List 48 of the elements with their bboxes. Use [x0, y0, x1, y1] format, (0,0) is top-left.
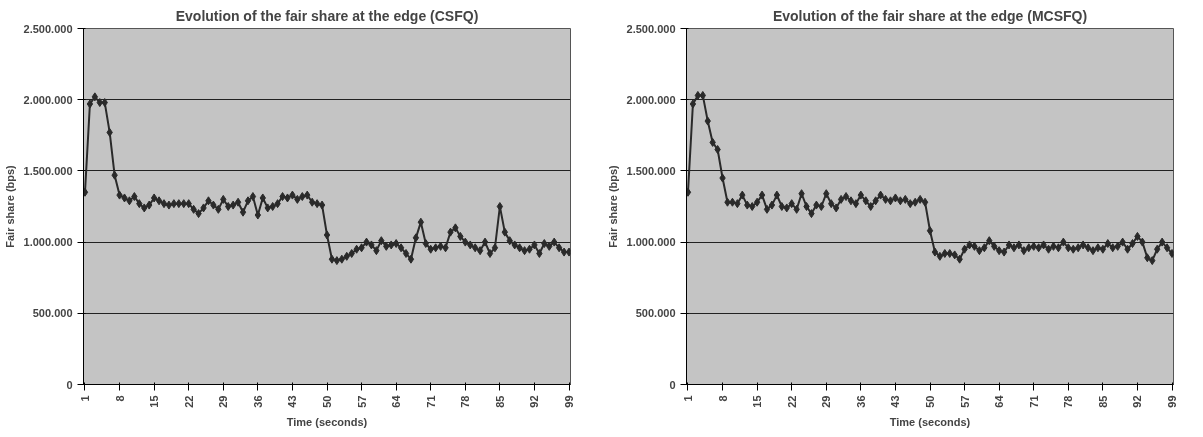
- y-tick-label: 500.000: [32, 307, 73, 320]
- x-tick-label: 64: [993, 394, 1006, 408]
- x-tick-label: 50: [321, 395, 333, 408]
- y-axis-title: Fair share (bps): [606, 164, 619, 248]
- x-tick-label: 92: [528, 395, 541, 408]
- x-tick-label: 43: [889, 395, 902, 408]
- y-axis-title: Fair share (bps): [3, 164, 16, 248]
- x-tick-label: 57: [355, 395, 368, 408]
- x-tick-label: 71: [1027, 395, 1040, 408]
- y-tick-label: 1.500.000: [23, 164, 73, 177]
- y-tick-label: 1.000.000: [626, 236, 676, 249]
- y-tick-label: 0: [669, 378, 676, 391]
- x-tick-label: 29: [217, 395, 230, 408]
- y-tick-label: 1.500.000: [626, 164, 676, 177]
- x-tick-label: 71: [424, 395, 437, 408]
- x-tick-label: 99: [1166, 395, 1179, 408]
- x-tick-label: 8: [113, 395, 126, 402]
- x-tick-label: 99: [563, 395, 576, 408]
- x-tick-label: 1: [78, 395, 91, 402]
- x-tick-label: 36: [854, 395, 867, 408]
- x-tick-label: 29: [820, 395, 833, 408]
- x-axis-title: Time (seconds): [889, 415, 971, 428]
- x-tick-label: 78: [1062, 395, 1075, 408]
- x-tick-label: 78: [459, 395, 472, 408]
- x-tick-label: 57: [958, 395, 971, 408]
- x-tick-label: 64: [390, 394, 403, 408]
- y-tick-label: 500.000: [635, 307, 676, 320]
- x-tick-label: 1: [681, 395, 694, 402]
- y-tick-label: 0: [66, 378, 73, 391]
- x-tick-label: 15: [751, 395, 764, 408]
- x-tick-label: 22: [785, 395, 798, 408]
- x-tick-label: 36: [251, 395, 264, 408]
- x-tick-label: 8: [716, 395, 729, 402]
- x-tick-label: 22: [182, 395, 195, 408]
- x-tick-label: 85: [493, 395, 506, 408]
- chart-title: Evolution of the fair share at the edge (MCSFQ): [772, 7, 1088, 24]
- x-tick-label: 15: [148, 395, 161, 408]
- y-tick-label: 2.500.000: [23, 22, 73, 35]
- y-tick-label: 2.000.000: [626, 93, 676, 106]
- x-tick-label: 43: [286, 395, 299, 408]
- y-tick-label: 1.000.000: [23, 236, 73, 249]
- x-tick-label: 50: [924, 395, 936, 408]
- x-tick-label: 85: [1096, 395, 1109, 408]
- x-tick-label: 92: [1131, 395, 1144, 408]
- y-tick-label: 2.000.000: [23, 93, 73, 106]
- chart-title: Evolution of the fair share at the edge (CSFQ): [175, 7, 479, 24]
- y-tick-label: 2.500.000: [626, 22, 676, 35]
- x-axis-title: Time (seconds): [286, 415, 368, 428]
